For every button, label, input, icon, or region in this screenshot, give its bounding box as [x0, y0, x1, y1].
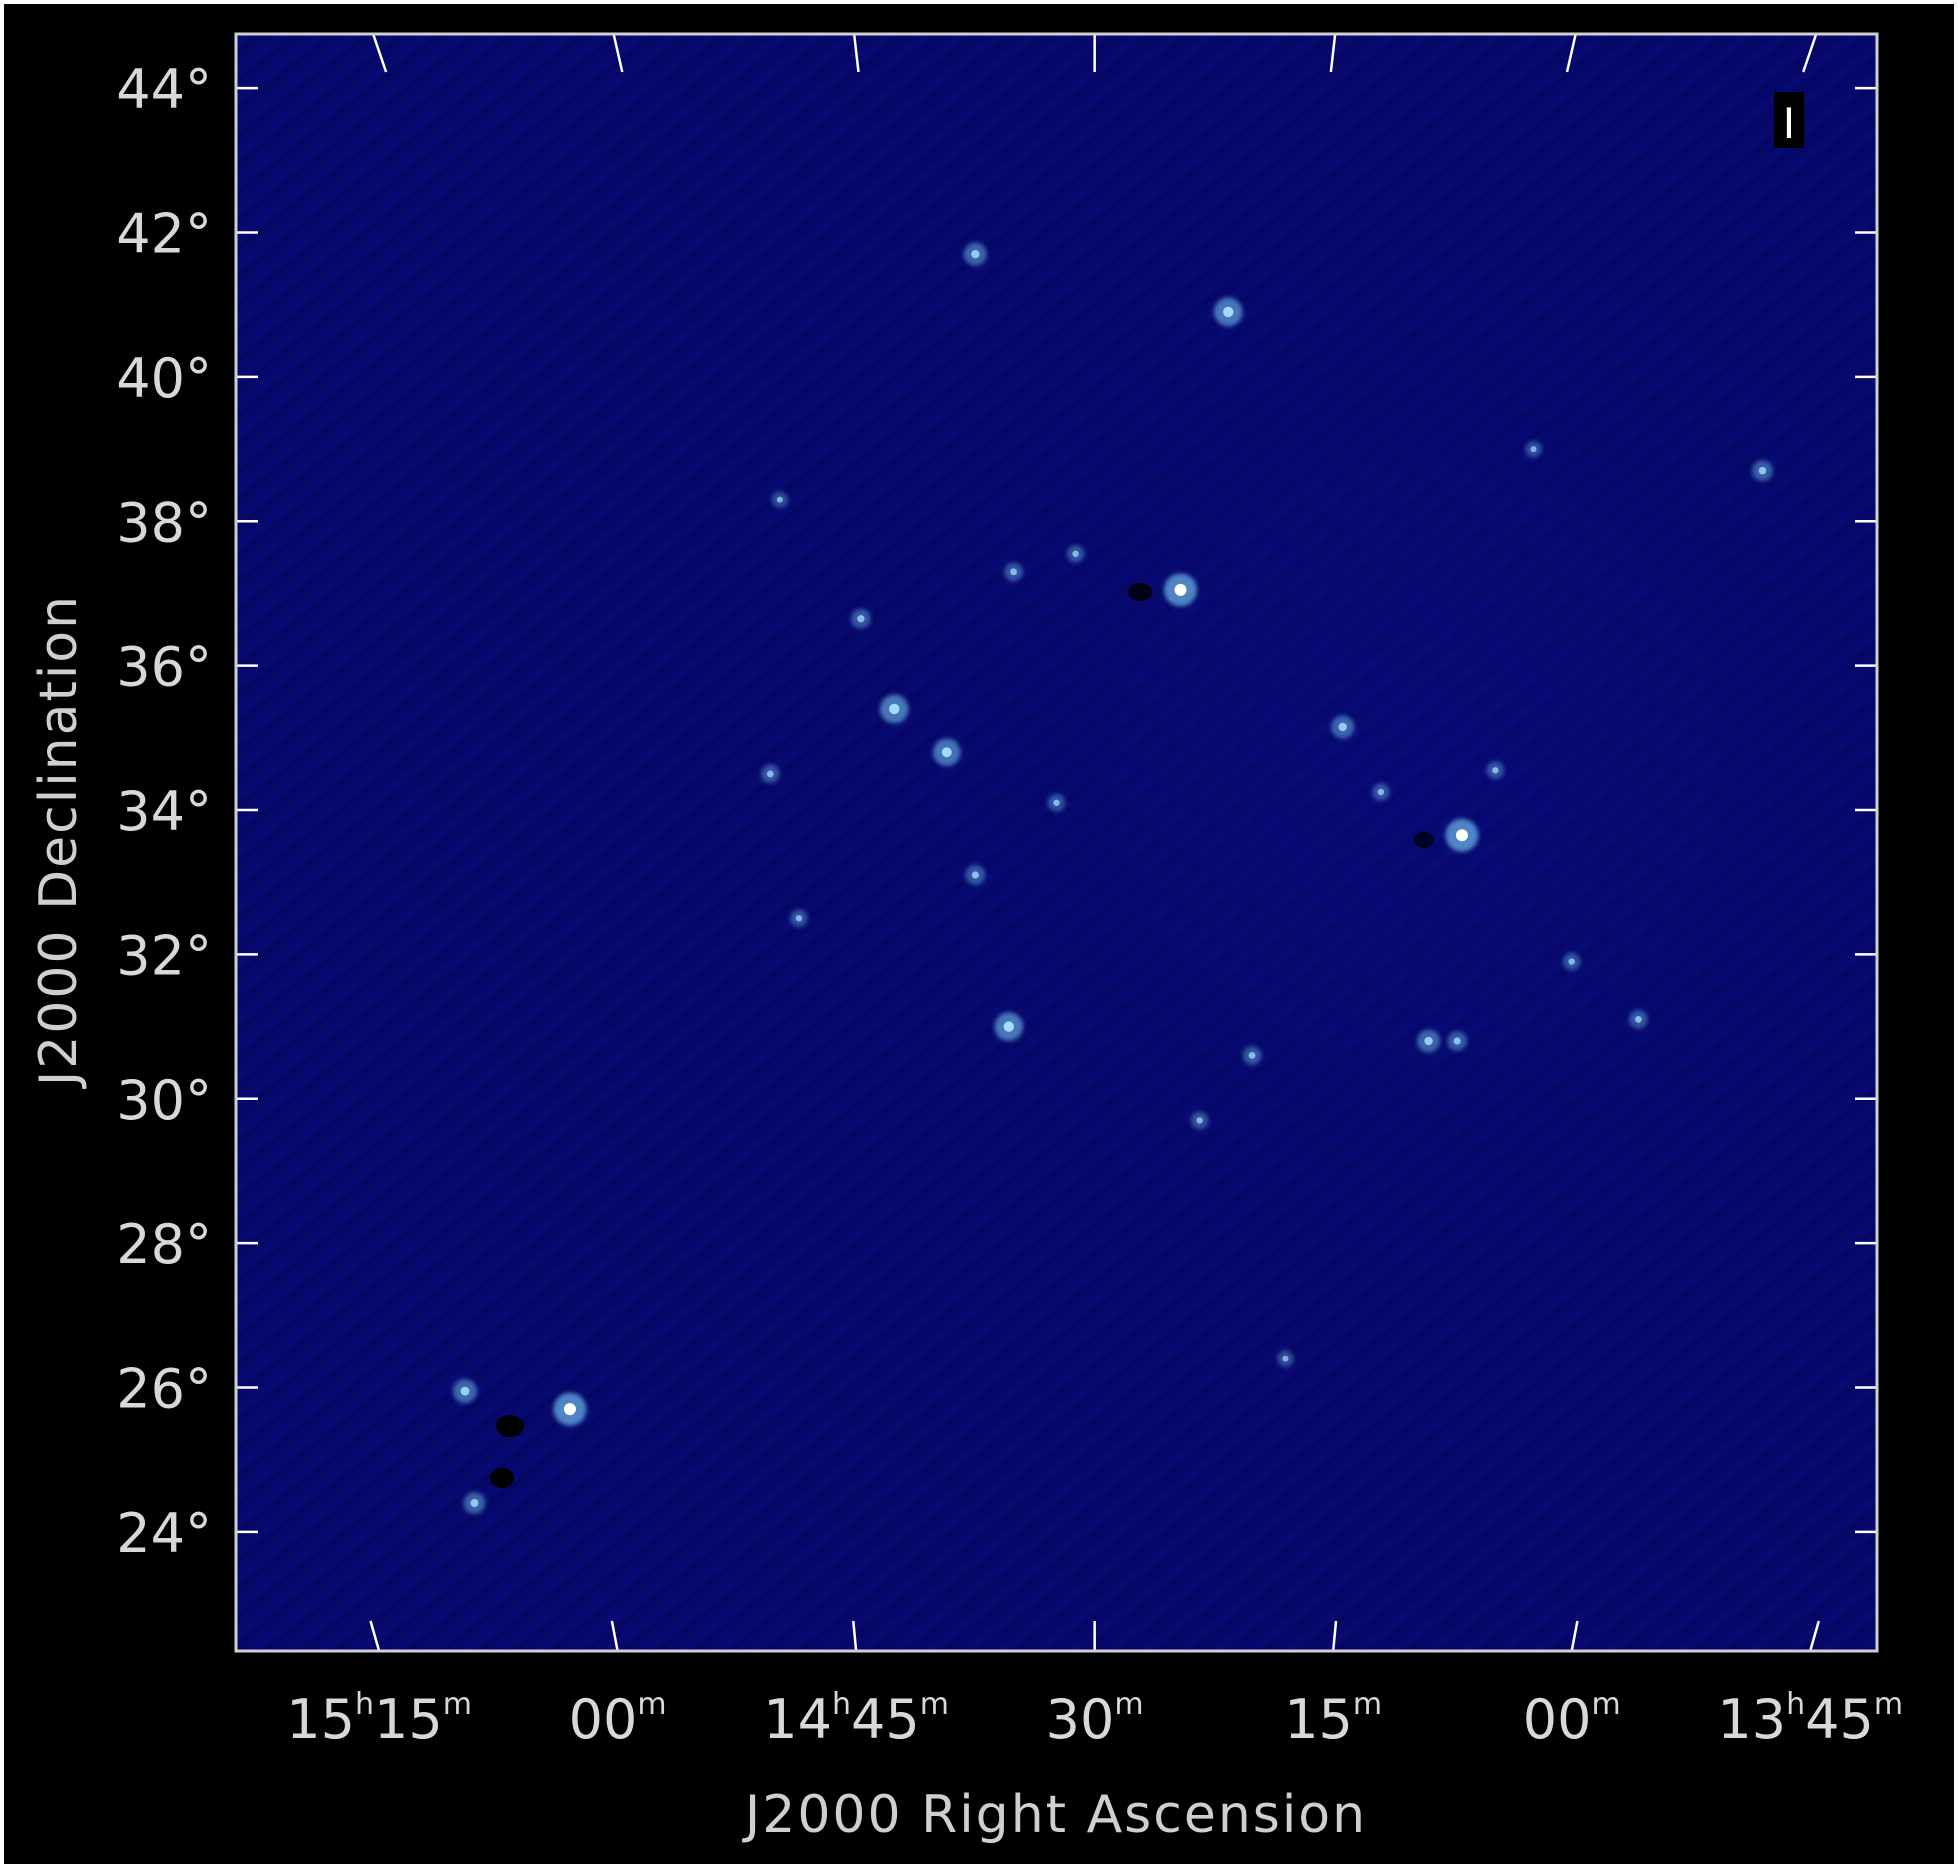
hour-symbol: h: [355, 1687, 374, 1722]
radio-source: [1004, 562, 1023, 582]
ra-minute: 15: [1284, 1688, 1353, 1751]
radio-sources: [452, 242, 1773, 1515]
ra-minute: 45: [1805, 1688, 1874, 1751]
radio-source: [1525, 440, 1542, 458]
radio-source: [771, 491, 789, 508]
radio-source: [1190, 1111, 1209, 1130]
radio-source: [1331, 715, 1355, 739]
ra-tick-labels: 15h15m 00m 14h45m 30m 15m 00m 13h45m: [286, 1687, 1903, 1751]
radio-source: [760, 764, 780, 784]
radio-source: [1629, 1010, 1648, 1029]
radio-source: [963, 242, 987, 266]
ra-tick: [852, 1620, 858, 1652]
dec-tick-labels: 44° 42° 40° 38° 36° 34° 32° 30° 28° 26° 24°: [116, 58, 212, 1565]
radio-source: [1164, 573, 1198, 607]
ra-tick-marks: [369, 33, 1821, 1652]
hour-symbol: h: [1786, 1687, 1805, 1722]
radio-source: [1277, 1350, 1294, 1367]
radio-source: [1447, 1031, 1468, 1051]
minute-symbol: m: [443, 1687, 472, 1722]
ra-hour: 15: [286, 1688, 355, 1751]
ra-tick-label: 14h45m: [763, 1687, 949, 1751]
radio-source: [1445, 818, 1479, 852]
ra-tick-label: 30m: [1046, 1687, 1144, 1751]
radio-source: [1242, 1046, 1262, 1065]
dec-tick-label: 28°: [116, 1213, 212, 1276]
radio-source: [1417, 1029, 1441, 1053]
ra-tick-label: 13h45m: [1717, 1687, 1903, 1751]
ra-minute: 00: [1523, 1688, 1592, 1751]
ra-tick: [371, 33, 388, 73]
ra-hour: 13: [1717, 1688, 1786, 1751]
dec-tick-label: 32°: [116, 924, 212, 987]
map-border: [234, 32, 1879, 1653]
dec-tick-label: 40°: [116, 347, 212, 410]
radio-source: [553, 1392, 587, 1426]
dec-tick-marks: [236, 86, 1877, 1534]
radio-source: [851, 608, 871, 629]
dec-tick-label: 34°: [116, 780, 212, 843]
radio-source: [1213, 297, 1243, 327]
ra-tick: [1331, 1620, 1338, 1652]
ra-minute: 30: [1046, 1688, 1115, 1751]
ra-tick: [1809, 1620, 1821, 1652]
ra-minute: 00: [569, 1688, 638, 1751]
ra-tick: [1565, 33, 1577, 73]
radio-source: [790, 909, 808, 928]
dec-tick-label: 26°: [116, 1358, 212, 1421]
radio-source: [463, 1492, 486, 1515]
ra-tick: [610, 1620, 619, 1652]
ra-hour: 14: [763, 1688, 832, 1751]
ra-tick-label: 15m: [1284, 1687, 1382, 1751]
radio-source: [880, 694, 909, 724]
dec-tick-label: 30°: [116, 1069, 212, 1132]
artifact-blobs: [490, 583, 1434, 1488]
ra-tick: [1329, 33, 1337, 73]
radio-source: [1066, 544, 1085, 563]
dec-tick-label: 42°: [116, 203, 212, 266]
ra-tick: [852, 33, 860, 73]
map-panel: [236, 34, 1877, 1651]
ra-tick: [1802, 33, 1818, 73]
ra-tick-label: 00m: [569, 1687, 667, 1751]
ra-tick-label: 00m: [1523, 1687, 1621, 1751]
minute-symbol: m: [1874, 1687, 1903, 1722]
minute-symbol: m: [1591, 1687, 1620, 1722]
dec-tick-label: 24°: [116, 1502, 212, 1565]
ra-tick: [1570, 1620, 1579, 1652]
radio-source: [994, 1012, 1024, 1041]
ra-tick-label: 15h15m: [286, 1687, 472, 1751]
dec-tick-label: 38°: [116, 491, 212, 554]
ra-minute: 15: [374, 1688, 443, 1751]
radio-source: [452, 1379, 478, 1404]
hour-symbol: h: [832, 1687, 851, 1722]
radio-source: [1372, 783, 1390, 801]
radio-source: [1486, 761, 1505, 780]
minute-symbol: m: [1114, 1687, 1143, 1722]
y-axis-title: J2000 Declination: [29, 594, 89, 1089]
stokes-indicator: I: [1774, 92, 1804, 148]
radio-source: [1562, 952, 1581, 971]
ra-tick: [369, 1620, 381, 1652]
radio-source: [965, 865, 986, 885]
radio-source: [1047, 793, 1066, 812]
radio-source: [933, 738, 961, 767]
ra-tick: [612, 33, 624, 73]
dec-tick-label: 36°: [116, 636, 212, 699]
minute-symbol: m: [920, 1687, 949, 1722]
ra-minute: 45: [851, 1688, 920, 1751]
x-axis-title: J2000 Right Ascension: [742, 1785, 1367, 1845]
minute-symbol: m: [1353, 1687, 1382, 1722]
stokes-label: I: [1783, 99, 1795, 148]
dec-tick-label: 44°: [116, 58, 212, 121]
minute-symbol: m: [637, 1687, 666, 1722]
radio-source: [1752, 460, 1773, 482]
